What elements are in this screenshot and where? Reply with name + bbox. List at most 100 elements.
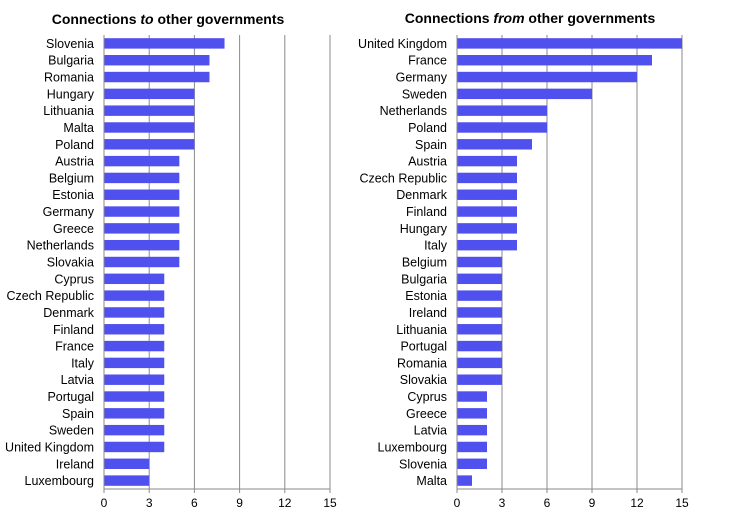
bar xyxy=(457,424,487,436)
category-label: Germany xyxy=(43,205,95,219)
category-label: Sweden xyxy=(402,87,447,101)
category-label: Belgium xyxy=(49,171,94,185)
title-emphasis: to xyxy=(140,11,154,27)
category-label: Denmark xyxy=(396,188,447,202)
category-label: Lithuania xyxy=(43,104,94,118)
category-label: Cyprus xyxy=(407,390,447,404)
bar xyxy=(457,374,502,385)
bar xyxy=(457,139,532,150)
category-label: Malta xyxy=(416,474,447,488)
x-tick-label: 15 xyxy=(323,496,337,510)
category-label: Bulgaria xyxy=(48,54,94,68)
bar xyxy=(457,475,472,486)
category-label: Greece xyxy=(406,407,447,421)
bar xyxy=(104,357,165,369)
category-label: Estonia xyxy=(52,188,94,202)
category-label: Slovakia xyxy=(400,373,447,387)
bar xyxy=(457,38,682,49)
category-label: Luxembourg xyxy=(25,474,95,488)
bar xyxy=(104,71,210,83)
bar xyxy=(104,189,180,200)
title-part: Connections xyxy=(405,10,494,26)
title-emphasis: from xyxy=(493,10,524,26)
category-label: Poland xyxy=(408,121,447,135)
x-tick-label: 0 xyxy=(101,496,108,510)
bar xyxy=(457,256,502,268)
category-label: Hungary xyxy=(47,87,95,101)
category-label: Slovenia xyxy=(46,37,94,51)
category-label: Ireland xyxy=(56,457,94,471)
bar xyxy=(457,239,517,251)
bar xyxy=(104,38,225,49)
bar xyxy=(457,273,502,285)
bar xyxy=(457,88,592,100)
bar xyxy=(104,324,165,335)
category-label: Czech Republic xyxy=(359,171,447,185)
category-label: Austria xyxy=(408,155,447,169)
bar xyxy=(104,172,180,184)
category-label: Ireland xyxy=(409,306,447,320)
category-label: Poland xyxy=(55,138,94,152)
bar xyxy=(104,424,165,436)
bar xyxy=(104,273,165,285)
x-tick-label: 12 xyxy=(278,496,292,510)
bar xyxy=(457,122,547,133)
bar xyxy=(457,55,652,66)
x-tick-label: 15 xyxy=(675,496,689,510)
bar xyxy=(457,391,487,402)
bar xyxy=(457,458,487,469)
category-label: Hungary xyxy=(400,222,448,236)
category-label: Finland xyxy=(53,323,94,337)
title-part: Connections xyxy=(52,11,141,27)
x-tick-label: 3 xyxy=(499,496,506,510)
category-label: Romania xyxy=(397,356,447,370)
category-label: Spain xyxy=(415,138,447,152)
category-label: France xyxy=(408,54,447,68)
chart-connections-to: Connections to other governments 0 3 6 9 12 15… xyxy=(5,11,337,510)
bar xyxy=(457,357,502,369)
category-label: Netherlands xyxy=(380,104,447,118)
bar xyxy=(104,374,165,385)
bar xyxy=(104,391,165,402)
category-label: Spain xyxy=(62,407,94,421)
bar xyxy=(457,206,517,217)
bar xyxy=(104,307,165,318)
bar xyxy=(457,307,502,318)
bar xyxy=(104,290,165,301)
bar xyxy=(457,105,547,116)
x-tick-label: 9 xyxy=(236,496,243,510)
chart-title: Connections from other governments xyxy=(405,10,656,26)
category-label: Germany xyxy=(396,71,448,85)
category-label: Lithuania xyxy=(396,323,447,337)
category-label: France xyxy=(55,340,94,354)
bar xyxy=(104,441,165,453)
category-label: Latvia xyxy=(61,373,94,387)
bar xyxy=(104,239,180,251)
bar xyxy=(104,105,195,116)
category-label: Czech Republic xyxy=(6,289,94,303)
x-tick-label: 3 xyxy=(146,496,153,510)
bar xyxy=(104,139,195,150)
x-tick-label: 0 xyxy=(454,496,461,510)
category-label: United Kingdom xyxy=(5,440,94,454)
bar xyxy=(104,223,180,234)
category-label: Latvia xyxy=(414,424,447,438)
bar xyxy=(457,155,517,167)
category-label: Slovakia xyxy=(47,256,94,270)
title-part: other governments xyxy=(525,10,656,26)
bar xyxy=(104,475,150,486)
category-label: Malta xyxy=(63,121,94,135)
category-label: Denmark xyxy=(43,306,94,320)
bar xyxy=(457,71,637,83)
category-label: Slovenia xyxy=(399,457,447,471)
category-label: Luxembourg xyxy=(378,440,448,454)
bar xyxy=(457,340,502,352)
bar xyxy=(457,290,502,301)
category-label: Austria xyxy=(55,155,94,169)
bar xyxy=(104,340,165,352)
bar xyxy=(457,223,517,234)
chart-title: Connections to other governments xyxy=(52,11,285,27)
bar xyxy=(457,441,487,453)
x-tick-label: 6 xyxy=(544,496,551,510)
category-label: Belgium xyxy=(402,256,447,270)
